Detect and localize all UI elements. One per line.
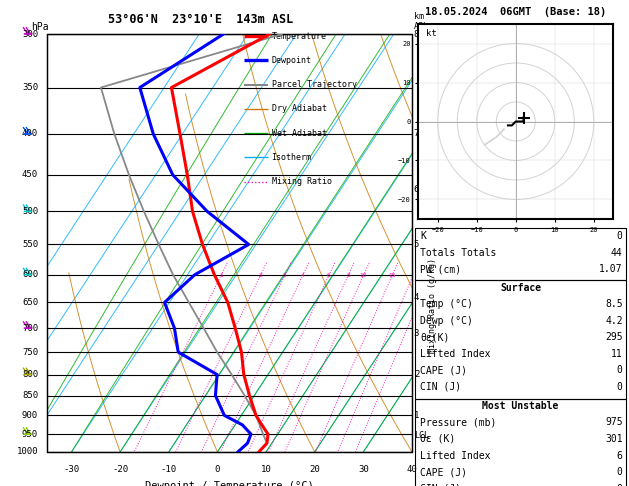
Text: -10: -10 (161, 465, 177, 473)
Text: 8: 8 (414, 30, 419, 38)
Text: 0: 0 (617, 382, 623, 392)
Text: 3: 3 (283, 273, 287, 278)
Text: 2: 2 (414, 370, 419, 379)
Text: Wet Adiabat: Wet Adiabat (272, 129, 326, 138)
Text: 700: 700 (22, 324, 38, 332)
Text: 40: 40 (406, 465, 418, 473)
Text: kt: kt (426, 29, 437, 38)
Text: 4.2: 4.2 (605, 316, 623, 326)
Text: Dewpoint / Temperature (°C): Dewpoint / Temperature (°C) (145, 481, 314, 486)
Text: 20: 20 (309, 465, 320, 473)
Text: 500: 500 (22, 207, 38, 216)
Text: 7: 7 (414, 129, 419, 139)
Text: Most Unstable: Most Unstable (482, 401, 559, 411)
Text: 975: 975 (605, 417, 623, 428)
Text: -20: -20 (112, 465, 128, 473)
Text: Temperature: Temperature (272, 32, 326, 41)
Text: Dewp (°C): Dewp (°C) (420, 316, 473, 326)
Text: 800: 800 (22, 370, 38, 379)
Text: 750: 750 (22, 347, 38, 357)
Text: 1: 1 (219, 273, 223, 278)
Text: Isotherm: Isotherm (272, 153, 311, 162)
Text: 650: 650 (22, 298, 38, 307)
Text: 6: 6 (617, 451, 623, 461)
Text: Mixing Ratio (g/kg): Mixing Ratio (g/kg) (428, 258, 437, 353)
Text: 6: 6 (327, 273, 331, 278)
Text: K: K (420, 231, 426, 242)
Text: km
ASL: km ASL (414, 12, 429, 31)
Text: 350: 350 (22, 83, 38, 92)
Text: hPa: hPa (31, 22, 48, 32)
Text: Dewpoint: Dewpoint (272, 56, 311, 65)
Text: Totals Totals: Totals Totals (420, 248, 496, 258)
Text: LCL: LCL (414, 431, 429, 440)
Text: 8.5: 8.5 (605, 299, 623, 310)
Text: 450: 450 (22, 170, 38, 179)
Text: 950: 950 (22, 430, 38, 439)
Text: 53°06'N  23°10'E  143m ASL: 53°06'N 23°10'E 143m ASL (108, 13, 293, 26)
Text: 6: 6 (414, 185, 419, 194)
Text: Lifted Index: Lifted Index (420, 451, 491, 461)
Text: Pressure (mb): Pressure (mb) (420, 417, 496, 428)
Text: 44: 44 (611, 248, 623, 258)
Text: 550: 550 (22, 240, 38, 249)
Text: Dry Adiabat: Dry Adiabat (272, 104, 326, 113)
Text: 15: 15 (388, 273, 396, 278)
Text: Parcel Trajectory: Parcel Trajectory (272, 80, 357, 89)
Text: θε (K): θε (K) (420, 434, 455, 444)
Text: 5: 5 (414, 240, 419, 249)
Text: CIN (J): CIN (J) (420, 484, 461, 486)
Text: 0: 0 (617, 231, 623, 242)
Text: 10: 10 (260, 465, 272, 473)
Text: 3: 3 (414, 329, 419, 338)
Text: PW (cm): PW (cm) (420, 264, 461, 275)
Text: 10: 10 (360, 273, 367, 278)
Text: 4: 4 (301, 273, 304, 278)
Text: 301: 301 (605, 434, 623, 444)
Text: 600: 600 (22, 270, 38, 279)
Text: 1.07: 1.07 (599, 264, 623, 275)
Text: 0: 0 (617, 484, 623, 486)
Text: -30: -30 (64, 465, 79, 473)
Text: 295: 295 (605, 332, 623, 343)
Text: 30: 30 (358, 465, 369, 473)
Text: 1: 1 (414, 411, 419, 420)
Text: Surface: Surface (500, 283, 541, 293)
Text: Mixing Ratio: Mixing Ratio (272, 177, 331, 186)
Text: 300: 300 (22, 30, 38, 38)
Text: CAPE (J): CAPE (J) (420, 365, 467, 376)
Text: Lifted Index: Lifted Index (420, 349, 491, 359)
Text: Temp (°C): Temp (°C) (420, 299, 473, 310)
Text: 850: 850 (22, 391, 38, 400)
Text: θε(K): θε(K) (420, 332, 450, 343)
Text: 18.05.2024  06GMT  (Base: 18): 18.05.2024 06GMT (Base: 18) (425, 7, 606, 17)
Text: 8: 8 (346, 273, 350, 278)
Text: 11: 11 (611, 349, 623, 359)
Text: 0: 0 (617, 467, 623, 477)
Text: CIN (J): CIN (J) (420, 382, 461, 392)
Text: CAPE (J): CAPE (J) (420, 467, 467, 477)
Text: 1000: 1000 (16, 448, 38, 456)
Text: 0: 0 (214, 465, 220, 473)
Text: 400: 400 (22, 129, 38, 139)
Text: 0: 0 (617, 365, 623, 376)
Text: 2: 2 (259, 273, 262, 278)
Text: 900: 900 (22, 411, 38, 420)
Text: 4: 4 (414, 293, 419, 301)
